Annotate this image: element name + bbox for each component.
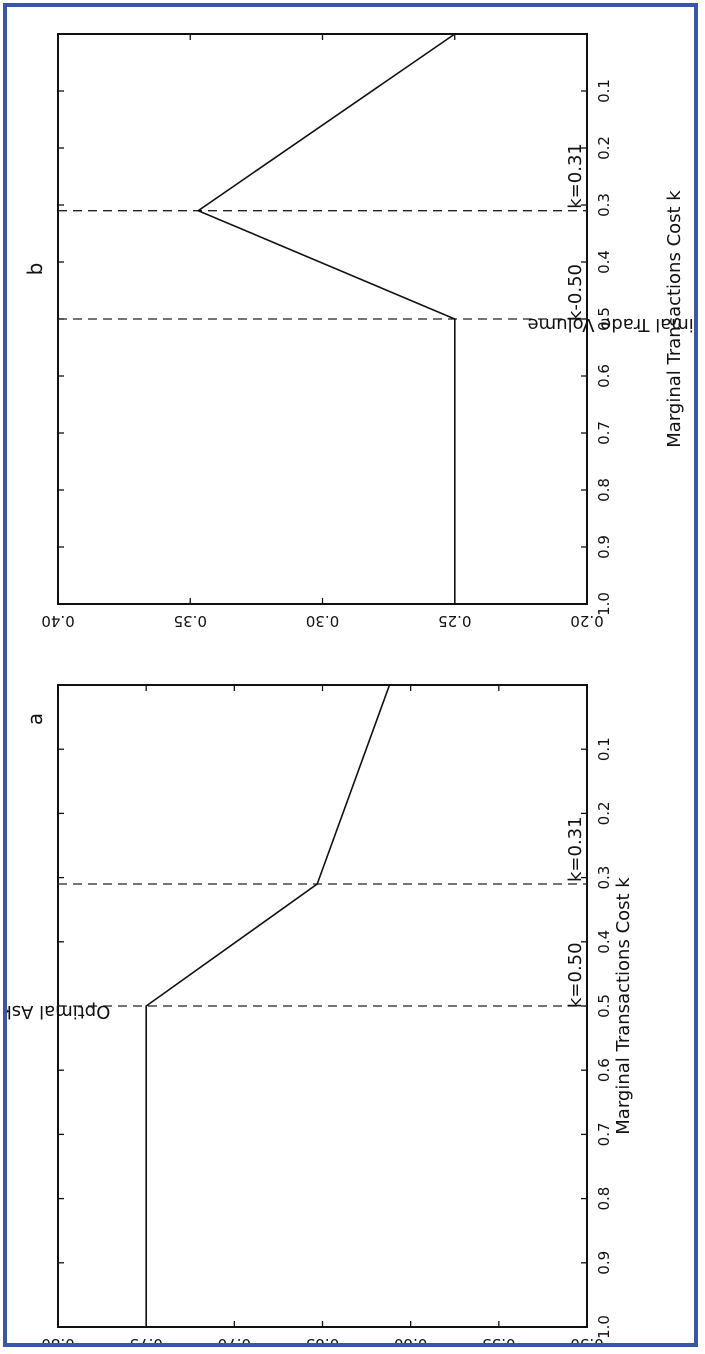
figure-frame: 0.10.20.30.40.50.60.70.80.91.00.500.550.… (0, 3, 705, 1353)
annotation-right: k=0.50 (565, 942, 586, 1008)
x-tick-label: 0.4 (595, 250, 613, 274)
y-axis-title: Optimal Ask Price (7, 1001, 110, 1022)
data-point (453, 603, 456, 605)
x-tick-label: 1.0 (595, 592, 613, 616)
y-tick-label: 0.75 (129, 1335, 162, 1343)
annotation-left: k=0.31 (565, 143, 586, 209)
figure-svg: 0.10.20.30.40.50.60.70.80.91.00.500.550.… (0, 33, 705, 1353)
x-tick-label: 0.2 (595, 801, 613, 825)
y-tick-label: 0.80 (41, 1335, 74, 1343)
x-tick-label: 0.6 (595, 364, 613, 388)
x-tick-label: 0.8 (595, 478, 613, 502)
data-point (388, 684, 391, 686)
y-tick-label: 0.65 (306, 1335, 339, 1343)
x-tick-label: 0.7 (595, 421, 613, 445)
chart-panel-a: 0.1 0.2 0.3 0.4 0.5 0.6 0.7 0.8 0.9 1.00.50 0.55 0.… (0, 684, 634, 1353)
x-axis-title: Marginal Transactions Cost k (613, 877, 634, 1135)
data-point (145, 1326, 147, 1328)
x-tick-label: 0.3 (595, 193, 613, 217)
panel-label: a (23, 713, 47, 725)
x-tick-label: 0.4 (595, 930, 613, 954)
x-tick-label: 0.1 (595, 737, 613, 761)
x-tick-label: 1.0 (595, 1315, 613, 1339)
y-axis-title: Optimal Trade Volume (528, 314, 694, 335)
data-line (145, 684, 391, 1327)
annotation-left: k=0.31 (565, 816, 586, 882)
x-axis-title: Marginal Transactions Cost k (664, 190, 685, 448)
x-tick-label: 0.6 (595, 1058, 613, 1082)
x-tick-label: 0.5 (595, 307, 613, 331)
data-point (197, 209, 199, 212)
y-tick-label: 0.20 (570, 612, 603, 630)
data-point (453, 33, 456, 35)
y-tick-label: 0.50 (570, 1335, 603, 1343)
x-tick-label: 0.8 (595, 1187, 613, 1211)
y-tick-label: 0.30 (306, 612, 339, 630)
chart-panel-b: 0.1 0.2 0.3 0.4 0.5 0.6 0.7 0.8 0.9 1.00.20 0.25 0.… (23, 33, 705, 630)
x-tick-label: 0.2 (595, 136, 613, 160)
data-point (145, 1005, 147, 1007)
x-tick-label: 0.5 (595, 994, 613, 1018)
data-point (453, 318, 456, 320)
x-tick-label: 0.1 (595, 79, 613, 103)
data-line (196, 33, 456, 604)
x-tick-label: 0.3 (595, 866, 613, 890)
annotation-right: k-0.50 (565, 264, 586, 321)
y-tick-label: 0.70 (218, 1335, 251, 1343)
y-tick-label: 0.55 (482, 1335, 515, 1343)
x-tick-label: 0.7 (595, 1122, 613, 1146)
y-tick-label: 0.60 (394, 1335, 427, 1343)
x-tick-label: 0.9 (595, 1251, 613, 1275)
y-tick-label: 0.25 (438, 612, 471, 630)
y-tick-label: 0.40 (41, 612, 74, 630)
x-tick-label: 0.9 (595, 535, 613, 559)
data-point (316, 883, 319, 885)
panel-label: b (23, 263, 47, 276)
y-tick-label: 0.35 (174, 612, 207, 630)
